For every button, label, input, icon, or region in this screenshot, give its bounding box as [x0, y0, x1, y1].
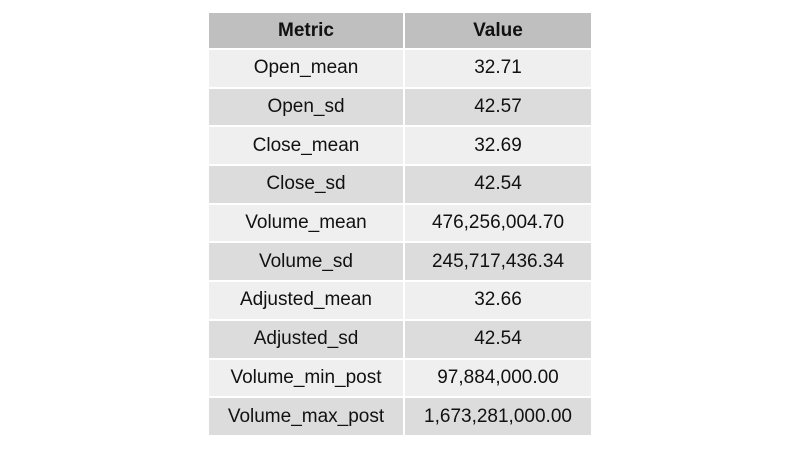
- value-cell: 476,256,004.70: [405, 204, 591, 242]
- column-header-metric: Metric: [209, 13, 403, 48]
- table-row: Close_sd 42.54: [209, 166, 591, 203]
- summary-table: Metric Value Open_mean 32.71 Open_sd 42.57 C…: [207, 11, 593, 437]
- metric-cell: Volume_sd: [209, 243, 403, 281]
- metric-cell: Adjusted_mean: [209, 282, 403, 319]
- table-row: Volume_sd 245,717,436.34: [209, 243, 591, 281]
- value-cell: 97,884,000.00: [405, 359, 591, 397]
- value-cell: 32.71: [405, 50, 591, 87]
- table-row: Adjusted_mean 32.66: [209, 282, 591, 319]
- table-body: Open_mean 32.71 Open_sd 42.57 Close_mean 32.6…: [209, 50, 591, 435]
- column-header-value: Value: [405, 13, 591, 48]
- value-cell: 42.57: [405, 88, 591, 126]
- metric-cell: Close_mean: [209, 127, 403, 165]
- table-row: Volume_max_post 1,673,281,000.00: [209, 398, 591, 435]
- metric-cell: Volume_mean: [209, 204, 403, 242]
- table-row: Open_sd 42.57: [209, 88, 591, 126]
- metric-cell: Close_sd: [209, 166, 403, 203]
- table-row: Volume_mean 476,256,004.70: [209, 204, 591, 242]
- summary-table-container: Metric Value Open_mean 32.71 Open_sd 42.57 C…: [209, 13, 591, 435]
- metric-cell: Volume_max_post: [209, 398, 403, 435]
- value-cell: 42.54: [405, 166, 591, 203]
- table-row: Open_mean 32.71: [209, 50, 591, 87]
- metric-cell: Volume_min_post: [209, 359, 403, 397]
- header-row: Metric Value: [209, 13, 591, 48]
- metric-cell: Adjusted_sd: [209, 320, 403, 358]
- table-row: Adjusted_sd 42.54: [209, 320, 591, 358]
- table-row: Close_mean 32.69: [209, 127, 591, 165]
- table-row: Volume_min_post 97,884,000.00: [209, 359, 591, 397]
- value-cell: 42.54: [405, 320, 591, 358]
- value-cell: 1,673,281,000.00: [405, 398, 591, 435]
- metric-cell: Open_mean: [209, 50, 403, 87]
- metric-cell: Open_sd: [209, 88, 403, 126]
- value-cell: 245,717,436.34: [405, 243, 591, 281]
- value-cell: 32.66: [405, 282, 591, 319]
- value-cell: 32.69: [405, 127, 591, 165]
